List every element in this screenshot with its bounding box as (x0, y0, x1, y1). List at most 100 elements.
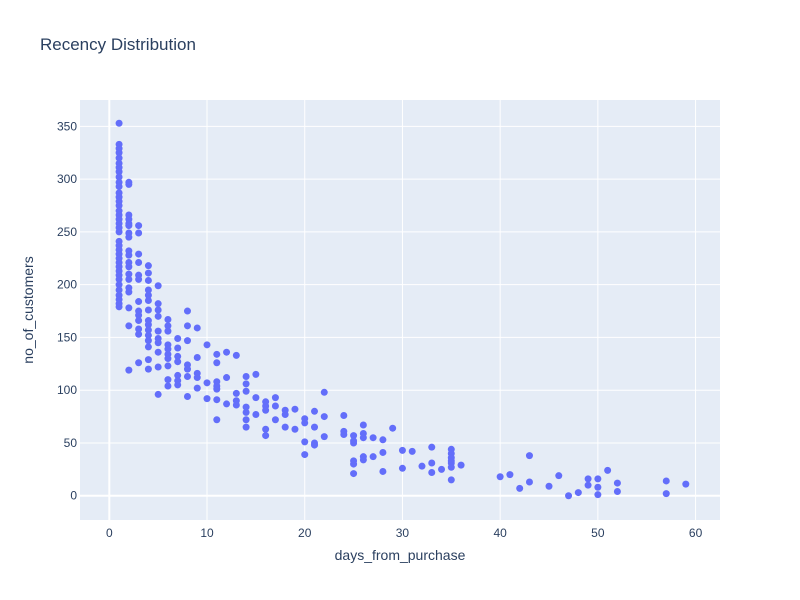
data-point[interactable] (164, 362, 172, 370)
data-point[interactable] (174, 381, 182, 389)
data-point[interactable] (174, 352, 182, 360)
data-point[interactable] (389, 424, 397, 432)
data-point[interactable] (183, 322, 191, 330)
data-point[interactable] (223, 348, 231, 356)
data-point[interactable] (135, 359, 143, 367)
data-point[interactable] (183, 365, 191, 373)
data-point[interactable] (144, 269, 152, 277)
data-point[interactable] (359, 421, 367, 429)
data-point[interactable] (125, 180, 133, 188)
data-point[interactable] (144, 286, 152, 294)
data-point[interactable] (613, 488, 621, 496)
data-point[interactable] (203, 379, 211, 387)
data-point[interactable] (203, 395, 211, 403)
data-point[interactable] (213, 359, 221, 367)
data-point[interactable] (438, 465, 446, 473)
data-point[interactable] (565, 492, 573, 500)
data-point[interactable] (252, 394, 260, 402)
data-point[interactable] (232, 389, 240, 397)
data-point[interactable] (213, 416, 221, 424)
data-point[interactable] (223, 400, 231, 408)
data-point[interactable] (154, 327, 162, 335)
data-point[interactable] (144, 262, 152, 270)
data-point[interactable] (115, 149, 123, 157)
data-point[interactable] (301, 438, 309, 446)
data-point[interactable] (242, 372, 250, 380)
data-point[interactable] (135, 275, 143, 283)
data-point[interactable] (193, 384, 201, 392)
data-point[interactable] (291, 425, 299, 433)
data-point[interactable] (144, 326, 152, 334)
data-point[interactable] (428, 443, 436, 451)
data-point[interactable] (154, 390, 162, 398)
data-point[interactable] (154, 306, 162, 314)
data-point[interactable] (144, 356, 152, 364)
data-point[interactable] (154, 282, 162, 290)
data-point[interactable] (447, 463, 455, 471)
data-point[interactable] (232, 351, 240, 359)
data-point[interactable] (301, 419, 309, 427)
data-point[interactable] (125, 275, 133, 283)
data-point[interactable] (350, 439, 358, 447)
data-point[interactable] (447, 476, 455, 484)
data-point[interactable] (242, 380, 250, 388)
data-point[interactable] (662, 477, 670, 485)
data-point[interactable] (506, 471, 514, 479)
data-point[interactable] (144, 343, 152, 351)
data-point[interactable] (183, 307, 191, 315)
data-point[interactable] (242, 416, 250, 424)
data-point[interactable] (125, 322, 133, 330)
data-point[interactable] (154, 348, 162, 356)
data-point[interactable] (183, 393, 191, 401)
data-point[interactable] (340, 412, 348, 420)
data-point[interactable] (252, 370, 260, 378)
data-point[interactable] (115, 281, 123, 289)
data-point[interactable] (594, 491, 602, 499)
data-point[interactable] (135, 311, 143, 319)
data-point[interactable] (115, 202, 123, 210)
data-point[interactable] (301, 451, 309, 459)
data-point[interactable] (115, 119, 123, 127)
data-point[interactable] (291, 405, 299, 413)
data-point[interactable] (125, 222, 133, 230)
data-point[interactable] (320, 413, 328, 421)
data-point[interactable] (125, 233, 133, 241)
data-point[interactable] (271, 402, 279, 410)
data-point[interactable] (662, 490, 670, 498)
data-point[interactable] (164, 345, 172, 353)
data-point[interactable] (613, 479, 621, 487)
data-point[interactable] (457, 461, 465, 469)
data-point[interactable] (428, 459, 436, 467)
data-point[interactable] (144, 276, 152, 284)
data-point[interactable] (115, 154, 123, 162)
data-point[interactable] (135, 317, 143, 325)
data-point[interactable] (135, 250, 143, 258)
data-point[interactable] (115, 286, 123, 294)
data-point[interactable] (682, 480, 690, 488)
data-point[interactable] (320, 433, 328, 441)
data-point[interactable] (174, 344, 182, 352)
data-point[interactable] (555, 472, 563, 480)
data-point[interactable] (135, 298, 143, 306)
data-point[interactable] (115, 228, 123, 236)
data-point[interactable] (242, 387, 250, 395)
data-point[interactable] (350, 432, 358, 440)
data-point[interactable] (311, 407, 319, 415)
data-point[interactable] (154, 339, 162, 347)
data-point[interactable] (125, 270, 133, 278)
data-point[interactable] (164, 315, 172, 323)
data-point[interactable] (281, 423, 289, 431)
data-point[interactable] (154, 312, 162, 320)
data-point[interactable] (213, 385, 221, 393)
data-point[interactable] (174, 371, 182, 379)
data-point[interactable] (203, 341, 211, 349)
data-point[interactable] (262, 406, 270, 414)
data-point[interactable] (320, 388, 328, 396)
data-point[interactable] (252, 410, 260, 418)
data-point[interactable] (115, 183, 123, 191)
data-point[interactable] (525, 452, 533, 460)
data-point[interactable] (125, 304, 133, 312)
data-point[interactable] (183, 337, 191, 345)
data-point[interactable] (135, 222, 143, 230)
data-point[interactable] (144, 337, 152, 345)
